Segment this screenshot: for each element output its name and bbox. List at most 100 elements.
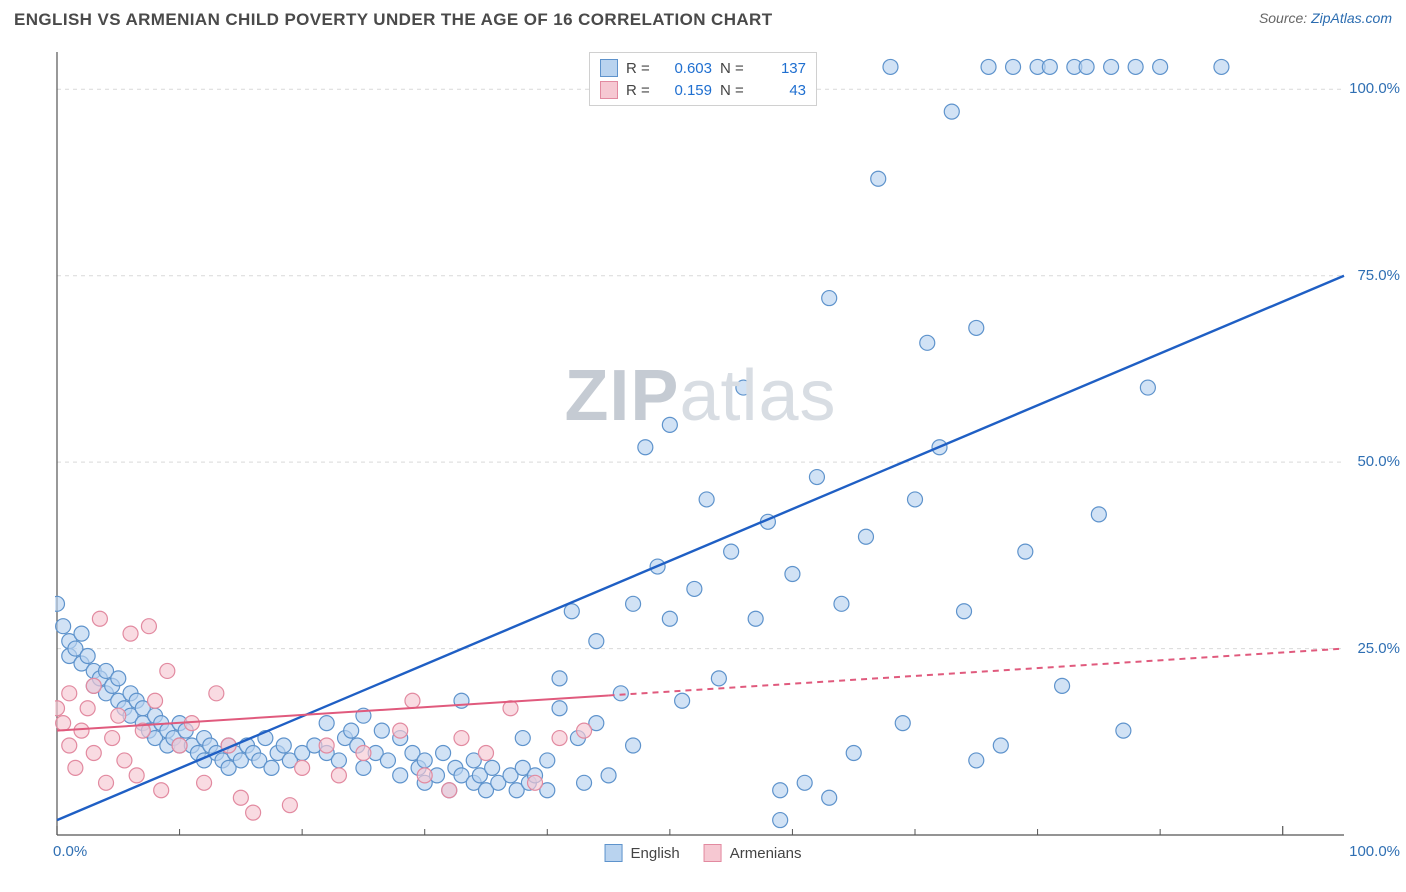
data-point (711, 671, 726, 686)
data-point (123, 626, 138, 641)
data-point (736, 380, 751, 395)
data-point (99, 775, 114, 790)
legend-label: English (631, 845, 680, 862)
data-point (442, 783, 457, 798)
data-point (626, 596, 641, 611)
data-point (74, 626, 89, 641)
data-point (969, 320, 984, 335)
data-point (417, 753, 432, 768)
data-point (148, 693, 163, 708)
data-point (773, 813, 788, 828)
data-point (331, 768, 346, 783)
data-point (105, 731, 120, 746)
data-point (111, 708, 126, 723)
legend-label: Armenians (730, 845, 802, 862)
data-point (662, 417, 677, 432)
data-point (944, 104, 959, 119)
data-point (687, 581, 702, 596)
data-point (1042, 59, 1057, 74)
data-point (1079, 59, 1094, 74)
data-point (773, 783, 788, 798)
data-point (552, 671, 567, 686)
data-point (957, 604, 972, 619)
data-point (417, 768, 432, 783)
data-point (1116, 723, 1131, 738)
data-point (209, 686, 224, 701)
data-point (55, 596, 65, 611)
data-point (160, 663, 175, 678)
x-tick-label: 100.0% (1349, 843, 1400, 860)
data-point (129, 768, 144, 783)
data-point (662, 611, 677, 626)
data-point (1140, 380, 1155, 395)
data-point (154, 783, 169, 798)
chart-container: ENGLISH VS ARMENIAN CHILD POVERTY UNDER … (0, 0, 1406, 892)
data-point (344, 723, 359, 738)
source-citation: Source: ZipAtlas.com (1259, 10, 1392, 26)
data-point (564, 604, 579, 619)
data-point (117, 753, 132, 768)
data-point (479, 745, 494, 760)
data-point (264, 760, 279, 775)
data-point (613, 686, 628, 701)
data-point (172, 738, 187, 753)
data-point (56, 619, 71, 634)
data-point (80, 701, 95, 716)
data-point (1214, 59, 1229, 74)
data-point (356, 760, 371, 775)
scatter-plot-svg (55, 50, 1346, 837)
data-point (993, 738, 1008, 753)
data-point (197, 775, 212, 790)
data-point (1153, 59, 1168, 74)
legend-item: English (605, 844, 680, 862)
legend-r-value: 0.159 (662, 82, 712, 99)
data-point (319, 738, 334, 753)
data-point (515, 731, 530, 746)
y-tick-label: 100.0% (1349, 80, 1400, 97)
data-point (908, 492, 923, 507)
source-link[interactable]: ZipAtlas.com (1311, 10, 1392, 26)
legend-row: R =0.159N =43 (600, 79, 806, 101)
data-point (981, 59, 996, 74)
data-point (601, 768, 616, 783)
data-point (577, 775, 592, 790)
data-point (233, 790, 248, 805)
data-point (797, 775, 812, 790)
data-point (895, 716, 910, 731)
data-point (1055, 678, 1070, 693)
data-point (454, 731, 469, 746)
legend-n-value: 43 (756, 82, 806, 99)
data-point (1018, 544, 1033, 559)
data-point (356, 745, 371, 760)
data-point (282, 798, 297, 813)
legend-swatch (600, 59, 618, 77)
legend-item: Armenians (704, 844, 802, 862)
y-tick-label: 75.0% (1357, 267, 1400, 284)
legend-n-value: 137 (756, 60, 806, 77)
data-point (374, 723, 389, 738)
data-point (246, 805, 261, 820)
data-point (393, 768, 408, 783)
data-point (883, 59, 898, 74)
data-point (871, 171, 886, 186)
data-point (86, 678, 101, 693)
data-point (920, 335, 935, 350)
data-point (699, 492, 714, 507)
y-tick-label: 25.0% (1357, 640, 1400, 657)
data-point (748, 611, 763, 626)
data-point (86, 745, 101, 760)
data-point (675, 693, 690, 708)
data-point (393, 723, 408, 738)
data-point (528, 775, 543, 790)
correlation-legend: R =0.603N =137R =0.159N =43 (589, 52, 817, 106)
data-point (141, 619, 156, 634)
data-point (276, 738, 291, 753)
data-point (319, 716, 334, 731)
data-point (589, 634, 604, 649)
data-point (1006, 59, 1021, 74)
data-point (62, 738, 77, 753)
data-point (552, 701, 567, 716)
data-point (626, 738, 641, 753)
data-point (68, 760, 83, 775)
data-point (577, 723, 592, 738)
